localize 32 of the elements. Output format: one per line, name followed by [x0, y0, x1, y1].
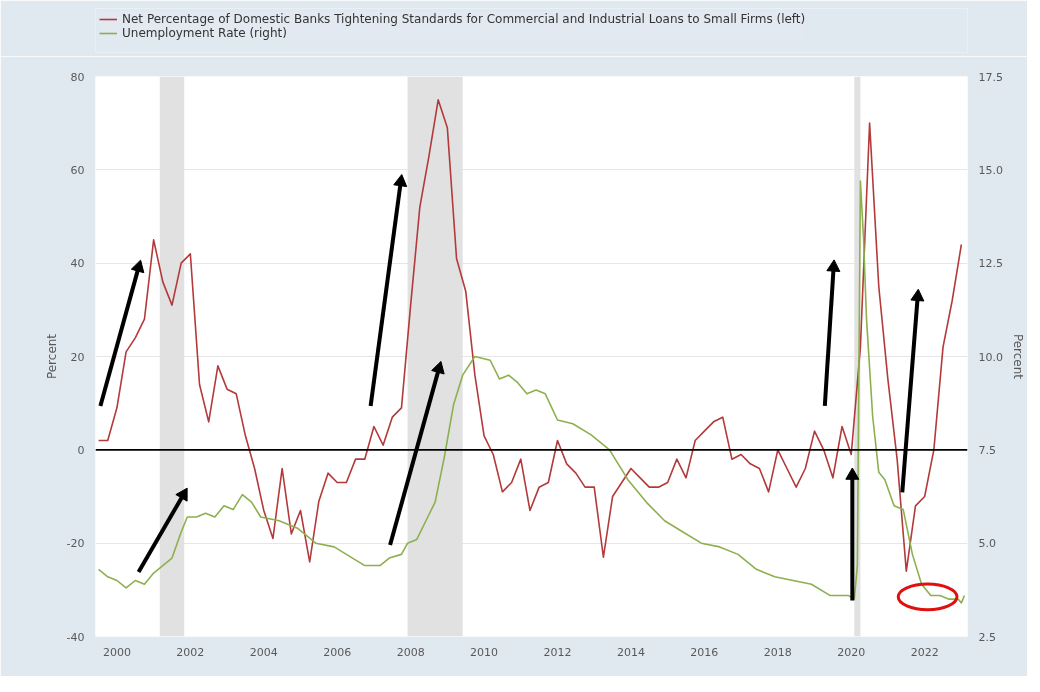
- y2-tick-label: 7.5: [978, 443, 996, 457]
- x-tick-label: 2016: [690, 645, 719, 659]
- x-tick-label: 2000: [102, 645, 131, 659]
- y-tick-label: 60: [70, 163, 85, 177]
- y-tick-label: -40: [66, 630, 85, 644]
- x-tick-label: 2004: [249, 645, 278, 659]
- y-axis-title: Percent: [44, 333, 59, 380]
- y-tick-label: 0: [77, 443, 85, 457]
- legend-label: Net Percentage of Domestic Banks Tightening Standards for Commercial and Industrial Loans to Small Firms (left): [122, 12, 806, 26]
- x-tick-label: 2008: [396, 645, 425, 659]
- y-tick-label: 20: [70, 350, 85, 364]
- y2-axis-title: Percent: [1010, 333, 1025, 380]
- x-tick-label: 2022: [910, 645, 939, 659]
- x-tick-label: 2020: [837, 645, 866, 659]
- y2-tick-label: 17.5: [978, 70, 1003, 84]
- y2-tick-label: 12.5: [978, 257, 1003, 271]
- y-tick-label: 40: [70, 257, 85, 271]
- x-tick-label: 2010: [470, 645, 499, 659]
- x-tick-label: 2018: [763, 645, 792, 659]
- x-tick-label: 2006: [323, 645, 352, 659]
- x-tick-label: 2002: [176, 645, 205, 659]
- y-tick-label: 80: [70, 70, 85, 84]
- y-tick-label: -20: [66, 537, 85, 551]
- y2-tick-label: 5.0: [978, 537, 996, 551]
- line-series: [97, 99, 963, 572]
- line-series: [97, 180, 966, 604]
- y2-tick-label: 15.0: [978, 163, 1003, 177]
- x-tick-label: 2012: [543, 645, 572, 659]
- y2-tick-label: 10.0: [978, 350, 1003, 364]
- y2-tick-label: 2.5: [978, 630, 996, 644]
- legend-label: Unemployment Rate (right): [122, 26, 287, 40]
- x-tick-label: 2014: [616, 645, 645, 659]
